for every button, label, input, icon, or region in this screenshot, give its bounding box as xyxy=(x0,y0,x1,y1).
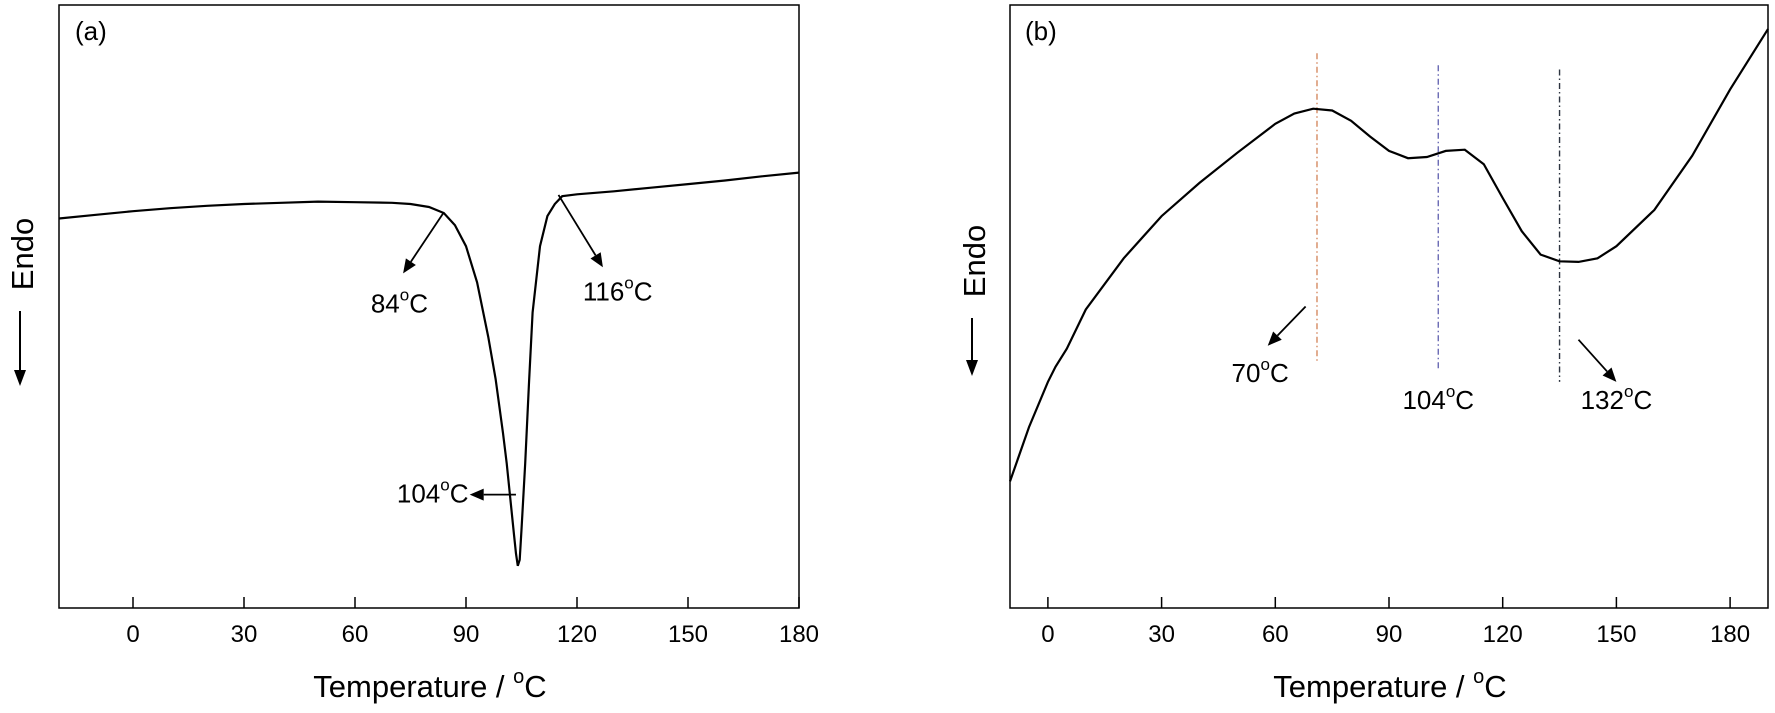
dsc-curve-a xyxy=(58,171,800,567)
panel-a: (a) 0 30 60 90 120 150 180 84oC 116oC 104oC Temp… xyxy=(5,4,819,704)
x-tick-label-a-1: 30 xyxy=(231,621,258,648)
x-tick-label-b-0: 0 xyxy=(1041,621,1054,648)
vertical-markers-b xyxy=(1316,53,1561,382)
annotation-arrow-a-0 xyxy=(410,211,445,263)
dsc-curve-b xyxy=(1008,28,1769,482)
annotation-arrow-a-1 xyxy=(557,194,597,256)
x-axis-label-text-b: Temperature / xyxy=(1273,669,1473,704)
x-tick-label-b-2: 60 xyxy=(1262,621,1289,648)
x-tick-label-a-6: 180 xyxy=(779,621,819,648)
annotation-label-b-1: 104oC xyxy=(1402,382,1474,415)
panel-label-a: (a) xyxy=(75,16,107,46)
x-tick-label-a-4: 120 xyxy=(557,621,597,648)
x-axis-label-unit-b: C xyxy=(1484,669,1506,704)
x-axis-label-text-a: Temperature / xyxy=(313,669,513,704)
annotation-arrowhead-b-0 xyxy=(1267,331,1282,346)
x-ticks-a xyxy=(132,597,800,608)
annotation-arrow-b-2 xyxy=(1577,339,1608,373)
plot-frame-a xyxy=(58,4,800,609)
annotations-b: 70oC 104oC 132oC xyxy=(1232,305,1653,415)
plot-frame-b xyxy=(1009,4,1769,609)
y-axis-label-text-b: Endo xyxy=(957,225,992,297)
annotation-label-a-2: 104oC xyxy=(397,475,469,508)
annotation-label-a-0: 84oC xyxy=(371,286,428,319)
panel-b: (b) 0 30 60 90 120 150 180 70oC 104oC 132oC Temp… xyxy=(957,4,1769,704)
y-axis-label-b: Endo xyxy=(957,225,992,376)
x-tick-label-b-5: 150 xyxy=(1596,621,1636,648)
annotation-arrowhead-a-0 xyxy=(403,258,416,274)
annotation-arrowhead-a-2 xyxy=(469,488,484,501)
x-tick-labels-a: 0 30 60 90 120 150 180 xyxy=(126,621,819,648)
x-axis-label-b: Temperature / oC xyxy=(1273,666,1506,704)
panel-label-b: (b) xyxy=(1025,16,1057,46)
annotation-arrowhead-b-2 xyxy=(1602,367,1617,382)
x-axis-label-sup-b: o xyxy=(1473,666,1484,688)
x-tick-label-b-1: 30 xyxy=(1148,621,1175,648)
annotation-arrowhead-a-1 xyxy=(590,252,603,268)
x-axis-label-unit-a: C xyxy=(524,669,546,704)
x-axis-label-a: Temperature / oC xyxy=(313,666,546,704)
y-axis-arrow-head-b xyxy=(966,360,978,376)
x-ticks-b xyxy=(1047,597,1731,608)
x-tick-labels-b: 0 30 60 90 120 150 180 xyxy=(1041,621,1750,648)
annotation-label-b-0: 70oC xyxy=(1232,355,1289,388)
y-axis-label-a: Endo xyxy=(5,218,40,386)
x-tick-label-b-6: 180 xyxy=(1710,621,1750,648)
annotation-label-a-1: 116oC xyxy=(583,273,653,306)
x-tick-label-a-3: 90 xyxy=(453,621,480,648)
x-tick-label-a-2: 60 xyxy=(342,621,369,648)
annotations-a: 84oC 116oC 104oC xyxy=(371,194,653,508)
x-tick-label-a-0: 0 xyxy=(126,621,139,648)
annotation-arrow-b-0 xyxy=(1276,305,1307,337)
annotation-label-b-2: 132oC xyxy=(1581,382,1653,415)
y-axis-label-text-a: Endo xyxy=(5,218,40,290)
x-tick-label-a-5: 150 xyxy=(668,621,708,648)
x-tick-label-b-3: 90 xyxy=(1376,621,1403,648)
y-axis-arrow-head-a xyxy=(14,370,26,386)
x-axis-label-sup-a: o xyxy=(513,666,524,688)
x-tick-label-b-4: 120 xyxy=(1483,621,1523,648)
